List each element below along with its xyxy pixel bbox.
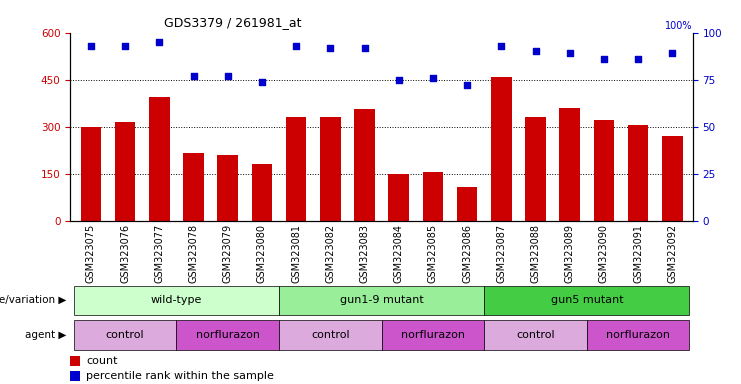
Point [119, 43, 131, 49]
Bar [320, 118, 341, 221]
Text: GSM323081: GSM323081 [291, 224, 301, 283]
FancyBboxPatch shape [279, 320, 382, 350]
Text: GDS3379 / 261981_at: GDS3379 / 261981_at [164, 16, 302, 29]
Text: genotype/variation ▶: genotype/variation ▶ [0, 295, 67, 306]
Text: GSM323090: GSM323090 [599, 224, 609, 283]
Text: GSM323078: GSM323078 [188, 224, 199, 283]
Point [85, 43, 97, 49]
Point [393, 76, 405, 83]
FancyBboxPatch shape [74, 286, 279, 315]
Bar [388, 174, 409, 221]
Text: norflurazon: norflurazon [196, 330, 259, 340]
Bar [457, 187, 477, 221]
Bar [70, 356, 80, 366]
Point [222, 73, 233, 79]
Point [256, 78, 268, 84]
Text: agent ▶: agent ▶ [25, 330, 67, 340]
FancyBboxPatch shape [176, 320, 279, 350]
Point [187, 73, 199, 79]
Bar [70, 371, 80, 381]
Text: GSM323084: GSM323084 [393, 224, 404, 283]
Text: norflurazon: norflurazon [401, 330, 465, 340]
Text: GSM323092: GSM323092 [668, 224, 677, 283]
FancyBboxPatch shape [279, 286, 484, 315]
FancyBboxPatch shape [484, 286, 689, 315]
Bar [559, 108, 580, 221]
Point [290, 43, 302, 49]
Text: norflurazon: norflurazon [606, 330, 670, 340]
Point [530, 48, 542, 55]
Text: GSM323083: GSM323083 [359, 224, 370, 283]
Bar [149, 97, 170, 221]
Text: GSM323077: GSM323077 [154, 224, 165, 283]
Bar [525, 118, 546, 221]
Point [325, 45, 336, 51]
FancyBboxPatch shape [382, 320, 484, 350]
Point [598, 56, 610, 62]
Text: GSM323082: GSM323082 [325, 224, 336, 283]
Point [359, 45, 370, 51]
FancyBboxPatch shape [587, 320, 689, 350]
Text: GSM323080: GSM323080 [257, 224, 267, 283]
Point [666, 50, 678, 56]
Text: control: control [516, 330, 555, 340]
Point [496, 43, 508, 49]
Text: percentile rank within the sample: percentile rank within the sample [86, 371, 274, 381]
Text: GSM323089: GSM323089 [565, 224, 575, 283]
Text: 100%: 100% [665, 21, 693, 31]
Bar [252, 164, 272, 221]
Text: GSM323075: GSM323075 [86, 224, 96, 283]
Text: GSM323085: GSM323085 [428, 224, 438, 283]
Point [564, 50, 576, 56]
Text: control: control [311, 330, 350, 340]
Text: gun5 mutant: gun5 mutant [551, 295, 623, 306]
Point [427, 75, 439, 81]
Bar [628, 125, 648, 221]
Text: wild-type: wild-type [150, 295, 202, 306]
Bar [354, 109, 375, 221]
Text: GSM323087: GSM323087 [496, 224, 506, 283]
Point [632, 56, 644, 62]
Text: GSM323086: GSM323086 [462, 224, 472, 283]
Text: count: count [86, 356, 118, 366]
Point [153, 39, 165, 45]
Text: control: control [106, 330, 144, 340]
Bar [81, 127, 102, 221]
Bar [662, 136, 682, 221]
Text: GSM323076: GSM323076 [120, 224, 130, 283]
Bar [183, 153, 204, 221]
Text: GSM323091: GSM323091 [633, 224, 643, 283]
Bar [594, 121, 614, 221]
Point [461, 82, 473, 88]
Bar [491, 76, 511, 221]
Text: GSM323088: GSM323088 [531, 224, 540, 283]
FancyBboxPatch shape [74, 320, 176, 350]
Bar [115, 122, 136, 221]
Bar [286, 118, 306, 221]
Text: gun1-9 mutant: gun1-9 mutant [339, 295, 424, 306]
FancyBboxPatch shape [484, 320, 587, 350]
Bar [422, 172, 443, 221]
Bar [217, 155, 238, 221]
Text: GSM323079: GSM323079 [223, 224, 233, 283]
